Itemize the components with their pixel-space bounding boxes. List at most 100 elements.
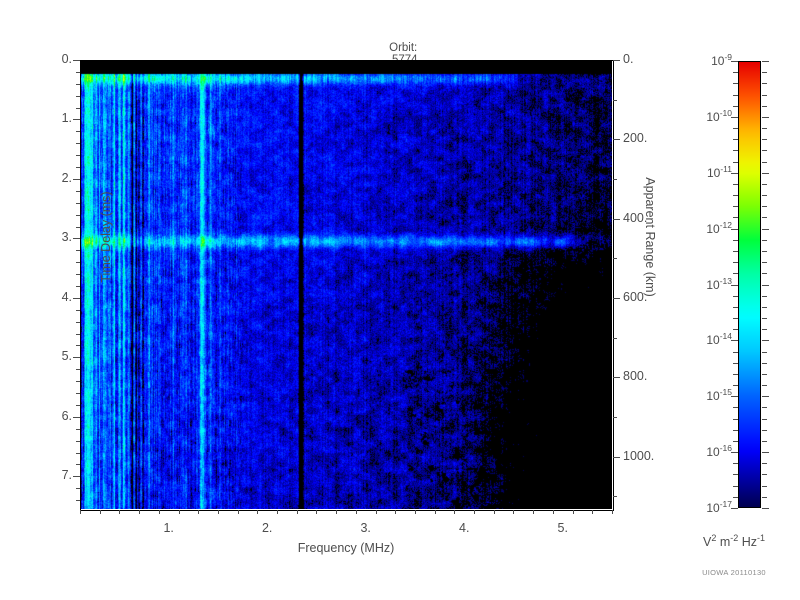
colorbar-tick-label: 10-16 [706, 443, 732, 460]
colorbar-minor-tick [733, 106, 738, 107]
colorbar-minor-tick [733, 217, 738, 218]
colorbar-minor-tick [733, 150, 738, 151]
y-axis-right-tick-label: 800. [623, 369, 648, 384]
colorbar-minor-tick [733, 251, 738, 252]
x-minor-tick [139, 510, 140, 514]
y-minor-tick [76, 369, 80, 370]
x-minor-tick [494, 510, 495, 514]
colorbar-minor-tick [733, 329, 738, 330]
colorbar-minor-tick [762, 195, 767, 196]
x-minor-tick [513, 510, 514, 514]
colorbar-major-tick [762, 508, 769, 509]
x-axis-tick-label: 3. [360, 521, 371, 535]
x-minor-tick [257, 510, 258, 514]
x-minor-tick [297, 510, 298, 514]
x-minor-tick [573, 510, 574, 514]
y-major-tick [73, 119, 80, 120]
y2-major-tick [613, 457, 620, 458]
colorbar-minor-tick [762, 95, 767, 96]
colorbar-major-tick [762, 61, 769, 62]
y2-major-tick [613, 298, 620, 299]
colorbar-minor-tick [733, 307, 738, 308]
colorbar-minor-tick [762, 352, 767, 353]
credit-label: UIOWA 20110130 [702, 568, 766, 577]
colorbar-major-tick [762, 396, 769, 397]
colorbar-minor-tick [733, 486, 738, 487]
y-minor-tick [76, 131, 80, 132]
y2-major-tick [613, 139, 620, 140]
y-axis-right-tick-label: 0. [623, 52, 634, 66]
colorbar-major-tick [731, 452, 738, 453]
x-minor-tick [474, 510, 475, 514]
colorbar-minor-tick [762, 419, 767, 420]
y-axis-right-tick-label: 400. [623, 210, 648, 225]
colorbar-major-tick [731, 340, 738, 341]
colorbar-minor-tick [733, 128, 738, 129]
y-minor-tick [76, 488, 80, 489]
colorbar-minor-tick [733, 195, 738, 196]
y-minor-tick [76, 453, 80, 454]
y-minor-tick [76, 464, 80, 465]
colorbar-minor-tick [733, 407, 738, 408]
y-axis-left-tick-label: 3. [61, 230, 72, 245]
y-axis-right-tick-label: 200. [623, 131, 648, 146]
colorbar-minor-tick [733, 441, 738, 442]
x-minor-tick [80, 510, 81, 514]
colorbar-major-tick [762, 285, 769, 286]
y-minor-tick [76, 429, 80, 430]
colorbar-minor-tick [733, 374, 738, 375]
colorbar-minor-tick [762, 106, 767, 107]
colorbar-major-tick [762, 229, 769, 230]
colorbar-minor-tick [733, 430, 738, 431]
y2-minor-tick [613, 496, 617, 497]
colorbar-tick-label: 10-13 [706, 275, 732, 292]
y-minor-tick [76, 250, 80, 251]
colorbar-minor-tick [733, 139, 738, 140]
y-major-tick [73, 357, 80, 358]
colorbar-minor-tick [762, 72, 767, 73]
y-minor-tick [76, 155, 80, 156]
colorbar-minor-tick [733, 497, 738, 498]
y-axis-left-tick-label: 4. [61, 289, 72, 304]
y-major-tick [73, 60, 80, 61]
colorbar-major-tick [731, 61, 738, 62]
x-minor-tick [533, 510, 534, 514]
colorbar-minor-tick [762, 486, 767, 487]
y-major-tick [73, 298, 80, 299]
colorbar-major-tick [731, 117, 738, 118]
x-minor-tick [179, 510, 180, 514]
colorbar-minor-tick [733, 363, 738, 364]
x-minor-tick [159, 510, 160, 514]
x-minor-tick [356, 510, 357, 514]
colorbar-minor-tick [762, 497, 767, 498]
y-minor-tick [76, 96, 80, 97]
colorbar-gradient [739, 62, 760, 507]
y2-minor-tick [613, 338, 617, 339]
x-minor-tick [316, 510, 317, 514]
colorbar-minor-tick [762, 430, 767, 431]
y-minor-tick [76, 215, 80, 216]
x-minor-tick [376, 510, 377, 514]
colorbar-tick-label: 10-14 [706, 331, 732, 348]
y-axis-right-title: Apparent Range (km) [643, 177, 657, 297]
y-axis-left-tick-label: 7. [61, 468, 72, 483]
colorbar-units-label: V2 m-2 Hz-1 [702, 533, 766, 550]
x-minor-tick [553, 510, 554, 514]
y2-minor-tick [613, 417, 617, 418]
colorbar-minor-tick [762, 262, 767, 263]
colorbar-major-tick [762, 340, 769, 341]
y-minor-tick [76, 310, 80, 311]
x-minor-tick [100, 510, 101, 514]
colorbar-minor-tick [762, 474, 767, 475]
y2-major-tick [613, 219, 620, 220]
y-major-tick [73, 476, 80, 477]
y-minor-tick [76, 322, 80, 323]
colorbar-minor-tick [762, 139, 767, 140]
y-axis-left-title: Time Delay (ms) [99, 191, 113, 283]
colorbar-minor-tick [762, 83, 767, 84]
colorbar-minor-tick [733, 352, 738, 353]
x-minor-tick [119, 510, 120, 514]
colorbar-minor-tick [762, 296, 767, 297]
y-minor-tick [76, 286, 80, 287]
colorbar-minor-tick [762, 363, 767, 364]
